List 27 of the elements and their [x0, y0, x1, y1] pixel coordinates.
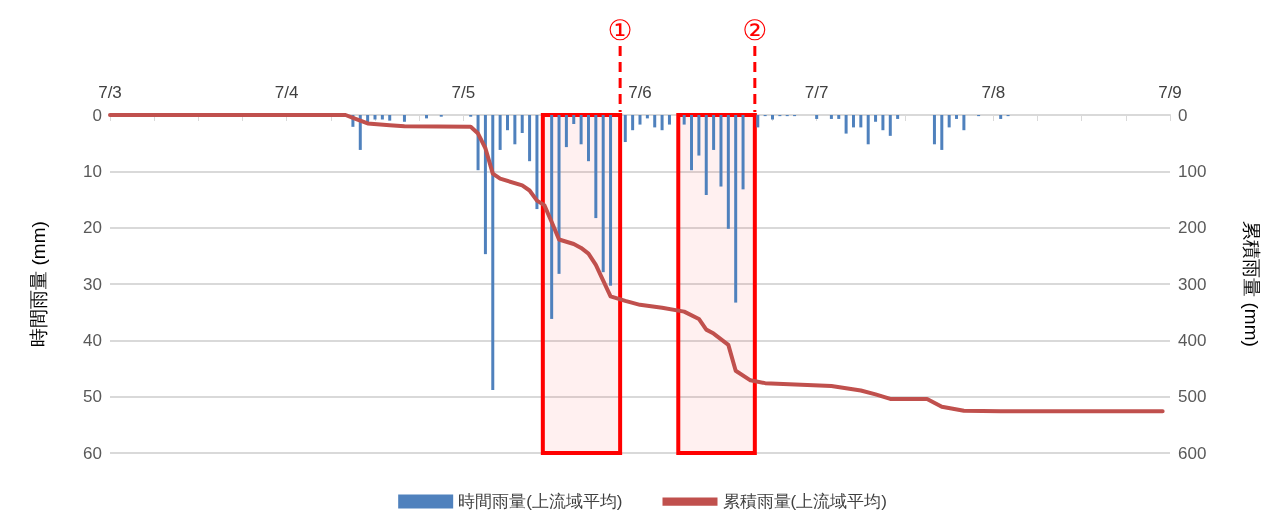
y-tick-label: 30	[83, 274, 102, 294]
y2-tick-label: 300	[1178, 274, 1207, 294]
x-tick-label: 7/9	[1158, 83, 1182, 102]
ref-line-label: ①	[607, 14, 633, 46]
y2-tick-label: 200	[1178, 218, 1207, 238]
y-tick-label: 20	[83, 218, 102, 238]
x-tick-label: 7/8	[981, 83, 1006, 102]
x-tick-label: 7/5	[451, 83, 476, 102]
x-tick-label: 7/3	[98, 83, 122, 102]
y2-tick-label: 500	[1178, 387, 1207, 407]
x-tick-label: 7/6	[628, 83, 652, 102]
y2-tick-label: 600	[1178, 443, 1207, 463]
y-tick-label: 50	[83, 387, 102, 407]
x-tick-label: 7/7	[804, 83, 829, 102]
y-tick-label: 40	[83, 330, 102, 350]
y-axis-title: 時間雨量 (mm)	[28, 221, 49, 347]
legend-label: 時間雨量(上流域平均)	[458, 492, 623, 511]
x-tick-label: 7/4	[274, 83, 299, 102]
y-tick-label: 10	[83, 161, 102, 181]
y2-tick-label: 0	[1178, 105, 1188, 125]
y-tick-label: 0	[92, 105, 102, 125]
y2-tick-label: 400	[1178, 330, 1207, 350]
y2-axis-title: 累積雨量 (mm)	[1241, 221, 1262, 347]
y-tick-label: 60	[83, 443, 102, 463]
ref-line-label: ②	[742, 14, 768, 46]
y2-tick-label: 100	[1178, 161, 1207, 181]
legend-label: 累積雨量(上流域平均)	[722, 492, 887, 511]
